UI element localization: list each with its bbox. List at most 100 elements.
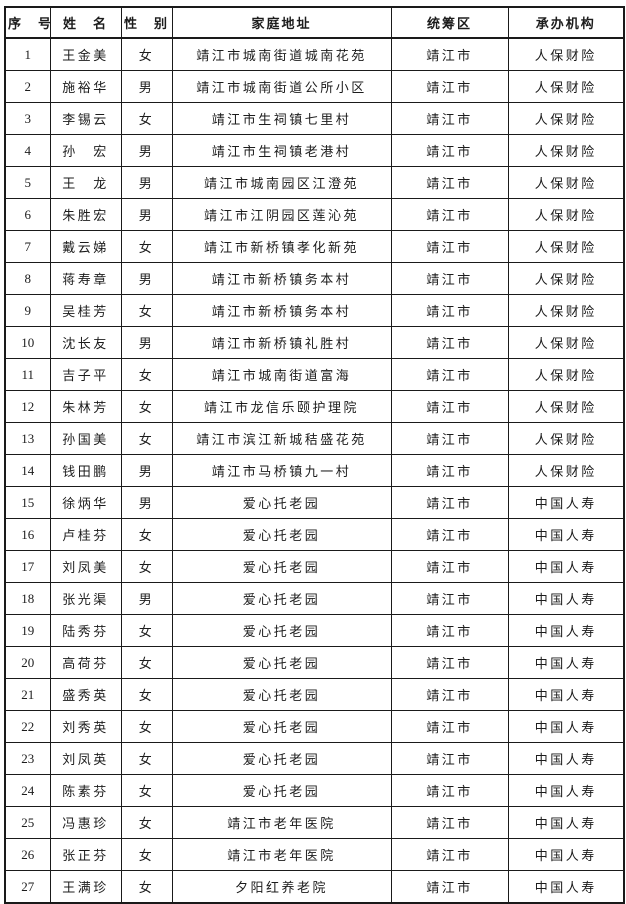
cell-address: 爱心托老园 [171, 550, 392, 583]
cell-gender: 女 [120, 358, 173, 391]
cell-agency: 人保财险 [507, 37, 625, 71]
cell-address: 爱心托老园 [171, 646, 392, 679]
cell-index: 26 [4, 838, 51, 871]
cell-region: 靖江市 [390, 326, 509, 359]
cell-name: 徐炳华 [49, 486, 122, 519]
table-row: 2 施裕华男靖江市城南街道公所小区 靖江市 人保财险 [4, 70, 625, 103]
cell-region: 靖江市 [390, 678, 509, 711]
table-row: 23 刘凤英女爱心托老园 靖江市 中国人寿 [4, 742, 625, 775]
cell-region: 靖江市 [390, 870, 509, 904]
table-row: 16 卢桂芬女爱心托老园 靖江市 中国人寿 [4, 518, 625, 551]
cell-name: 李锡云 [49, 102, 122, 135]
cell-address: 靖江市江阴园区莲沁苑 [171, 198, 392, 231]
cell-index: 16 [4, 518, 51, 551]
cell-agency: 中国人寿 [507, 838, 625, 871]
cell-gender: 男 [120, 326, 173, 359]
cell-address: 靖江市马桥镇九一村 [171, 454, 392, 487]
cell-address: 靖江市新桥镇孝化新苑 [171, 230, 392, 263]
cell-agency: 中国人寿 [507, 486, 625, 519]
cell-gender: 女 [120, 37, 173, 71]
table-row: 20 高荷芬女爱心托老园 靖江市 中国人寿 [4, 646, 625, 679]
cell-address: 爱心托老园 [171, 486, 392, 519]
cell-gender: 女 [120, 742, 173, 775]
cell-agency: 人保财险 [507, 454, 625, 487]
cell-agency: 中国人寿 [507, 518, 625, 551]
table-row: 24 陈素芬女爱心托老园 靖江市 中国人寿 [4, 774, 625, 807]
cell-name: 吉子平 [49, 358, 122, 391]
cell-address: 靖江市生祠镇老港村 [171, 134, 392, 167]
cell-gender: 男 [120, 70, 173, 103]
cell-index: 10 [4, 326, 51, 359]
cell-index: 8 [4, 262, 51, 295]
cell-agency: 人保财险 [507, 422, 625, 455]
cell-name: 陆秀芬 [49, 614, 122, 647]
cell-gender: 女 [120, 390, 173, 423]
cell-agency: 中国人寿 [507, 646, 625, 679]
cell-region: 靖江市 [390, 486, 509, 519]
cell-index: 19 [4, 614, 51, 647]
cell-region: 靖江市 [390, 454, 509, 487]
cell-agency: 人保财险 [507, 70, 625, 103]
cell-address: 靖江市城南街道城南花苑 [171, 37, 392, 71]
cell-name: 高荷芬 [49, 646, 122, 679]
cell-index: 23 [4, 742, 51, 775]
table-row: 8 蒋寿章男靖江市新桥镇务本村 靖江市 人保财险 [4, 262, 625, 295]
header-cell-gender: 性 别 [120, 6, 173, 39]
cell-region: 靖江市 [390, 294, 509, 327]
cell-index: 2 [4, 70, 51, 103]
cell-gender: 女 [120, 294, 173, 327]
header-cell-address: 家庭地址 [171, 6, 392, 39]
cell-name: 张正芬 [49, 838, 122, 871]
cell-gender: 男 [120, 166, 173, 199]
cell-index: 9 [4, 294, 51, 327]
table-row: 7 戴云娣女靖江市新桥镇孝化新苑 靖江市 人保财险 [4, 230, 625, 263]
table-row: 9 吴桂芳女靖江市新桥镇务本村 靖江市 人保财险 [4, 294, 625, 327]
cell-name: 刘秀英 [49, 710, 122, 743]
header-cell-region: 统筹区 [390, 6, 509, 39]
cell-gender: 女 [120, 102, 173, 135]
cell-address: 爱心托老园 [171, 710, 392, 743]
cell-address: 爱心托老园 [171, 678, 392, 711]
header-row: 序 号 姓 名 性 别 家庭地址 统筹区 承办机构 [4, 6, 625, 39]
cell-address: 夕阳红养老院 [171, 870, 392, 904]
cell-gender: 女 [120, 646, 173, 679]
cell-index: 4 [4, 134, 51, 167]
cell-address: 靖江市城南园区江澄苑 [171, 166, 392, 199]
cell-agency: 人保财险 [507, 262, 625, 295]
table-row: 15 徐炳华男爱心托老园 靖江市 中国人寿 [4, 486, 625, 519]
cell-gender: 女 [120, 806, 173, 839]
cell-index: 1 [4, 37, 51, 71]
cell-address: 靖江市生祠镇七里村 [171, 102, 392, 135]
roster-table: 序 号 姓 名 性 别 家庭地址 统筹区 承办机构 1 王金美女靖江市城南街道城南… [4, 6, 625, 904]
cell-index: 27 [4, 870, 51, 904]
cell-index: 5 [4, 166, 51, 199]
cell-name: 冯惠珍 [49, 806, 122, 839]
cell-address: 靖江市城南街道公所小区 [171, 70, 392, 103]
cell-region: 靖江市 [390, 422, 509, 455]
table-header: 序 号 姓 名 性 别 家庭地址 统筹区 承办机构 [4, 6, 625, 39]
cell-gender: 男 [120, 198, 173, 231]
cell-name: 吴桂芳 [49, 294, 122, 327]
cell-name: 陈素芬 [49, 774, 122, 807]
cell-name: 王金美 [49, 37, 122, 71]
cell-index: 18 [4, 582, 51, 615]
cell-agency: 人保财险 [507, 230, 625, 263]
cell-gender: 男 [120, 454, 173, 487]
cell-gender: 女 [120, 614, 173, 647]
cell-agency: 中国人寿 [507, 870, 625, 904]
cell-region: 靖江市 [390, 742, 509, 775]
table-row: 6 朱胜宏男靖江市江阴园区莲沁苑 靖江市 人保财险 [4, 198, 625, 231]
cell-agency: 人保财险 [507, 358, 625, 391]
cell-gender: 女 [120, 774, 173, 807]
cell-name: 王 龙 [49, 166, 122, 199]
cell-name: 蒋寿章 [49, 262, 122, 295]
cell-agency: 人保财险 [507, 294, 625, 327]
cell-gender: 男 [120, 262, 173, 295]
cell-region: 靖江市 [390, 614, 509, 647]
header-cell-index: 序 号 [4, 6, 51, 39]
cell-address: 爱心托老园 [171, 518, 392, 551]
table-row: 14 钱田鹏男靖江市马桥镇九一村 靖江市 人保财险 [4, 454, 625, 487]
